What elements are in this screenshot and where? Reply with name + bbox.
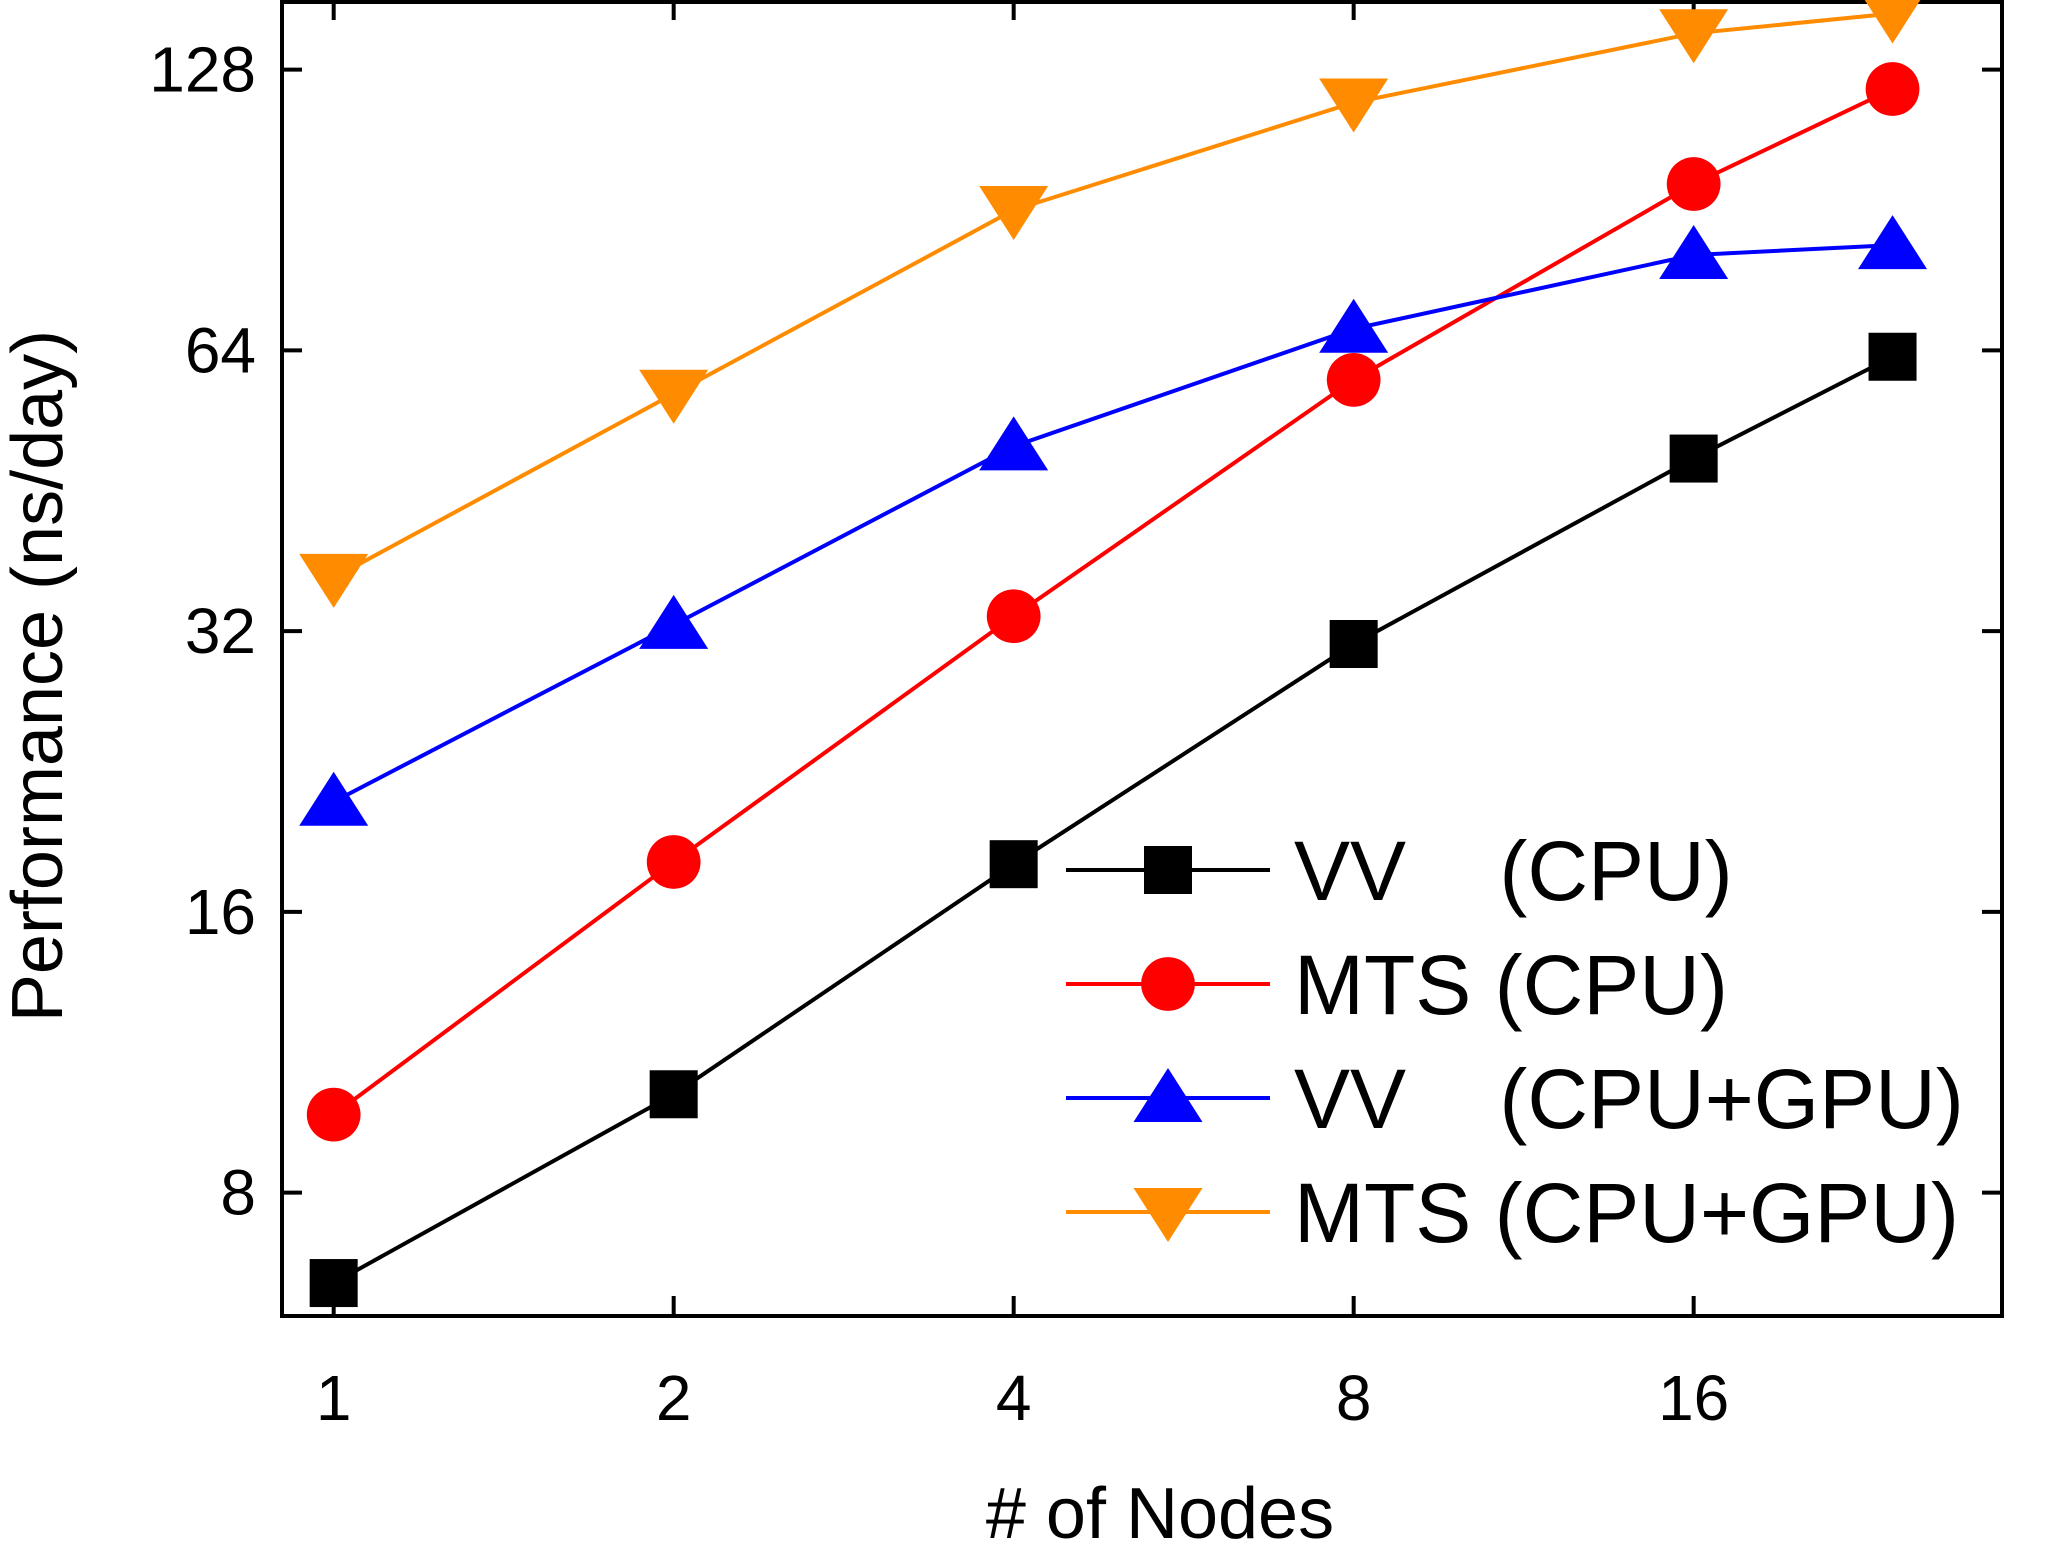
data-point-vv-cpu-gpu: [299, 771, 369, 826]
data-point-vv-cpu-gpu: [639, 594, 709, 649]
legend-marker: [1141, 957, 1195, 1011]
y-tick-label: 32: [185, 595, 256, 667]
plot-frame: [280, 0, 2004, 1318]
legend-label: MTS (CPU): [1294, 938, 1728, 1032]
data-point-mts-cpu-gpu: [979, 186, 1049, 241]
legend-entry: VV (CPU): [1066, 824, 1733, 918]
data-point-vv-cpu: [1329, 619, 1378, 668]
series-mts-cpu: [306, 62, 1920, 1142]
legend-label: VV (CPU): [1294, 824, 1733, 918]
x-axis-label: # of Nodes: [986, 1474, 1334, 1546]
series-vv-cpu: [309, 332, 1917, 1308]
legend-marker: [1133, 1188, 1203, 1242]
data-point-mts-cpu-gpu: [1659, 9, 1729, 64]
series-line-mts-cpu: [332, 87, 1894, 1117]
data-point-vv-cpu-gpu: [1858, 215, 1928, 270]
series-vv-cpu-gpu: [299, 215, 1928, 826]
legend-label: VV (CPU+GPU): [1294, 1052, 1964, 1146]
series-mts-cpu-gpu: [299, 0, 1921, 608]
y-tick-label: 8: [220, 1157, 256, 1229]
data-point-mts-cpu-gpu: [639, 369, 709, 424]
x-tick-label: 4: [996, 1362, 1032, 1434]
data-point-vv-cpu-gpu: [1659, 224, 1729, 279]
data-point-mts-cpu-gpu: [1864, 0, 1921, 44]
x-tick-label: 16: [1658, 1362, 1729, 1434]
data-point-mts-cpu: [1326, 353, 1381, 407]
data-point-mts-cpu: [1865, 62, 1920, 116]
data-point-mts-cpu-gpu: [1319, 78, 1389, 133]
data-point-vv-cpu: [989, 840, 1038, 889]
legend-label: MTS (CPU+GPU): [1294, 1166, 1959, 1260]
legend-entry: VV (CPU+GPU): [1066, 1052, 1964, 1146]
series-line-vv-cpu: [332, 354, 1894, 1285]
series-line-vv-cpu-gpu: [332, 243, 1893, 804]
data-point-mts-cpu: [986, 589, 1041, 644]
data-point-mts-cpu: [646, 835, 701, 889]
y-axis-label: Performance (ns/day): [0, 330, 78, 1022]
y-tick-label: 64: [185, 314, 256, 386]
y-tick-label: 128: [149, 34, 256, 106]
y-tick-label: 16: [185, 876, 256, 948]
legend-entry: MTS (CPU): [1066, 938, 1728, 1032]
data-point-vv-cpu-gpu: [979, 416, 1049, 471]
data-point-vv-cpu-gpu: [1319, 298, 1389, 353]
x-tick-label: 1: [316, 1362, 352, 1434]
data-point-vv-cpu: [309, 1259, 358, 1308]
series-line-mts-cpu-gpu: [332, 11, 1893, 580]
data-point-vv-cpu: [1669, 434, 1718, 483]
legend-entry: MTS (CPU+GPU): [1066, 1166, 1959, 1260]
data-point-mts-cpu: [306, 1087, 361, 1142]
x-tick-label: 2: [656, 1362, 692, 1434]
data-point-vv-cpu: [1868, 332, 1917, 381]
data-point-vv-cpu: [649, 1070, 698, 1119]
legend-marker: [1133, 1068, 1203, 1122]
data-point-mts-cpu-gpu: [299, 553, 369, 608]
data-point-mts-cpu: [1666, 157, 1721, 211]
legend-marker: [1144, 846, 1192, 894]
x-tick-label: 8: [1336, 1362, 1372, 1434]
